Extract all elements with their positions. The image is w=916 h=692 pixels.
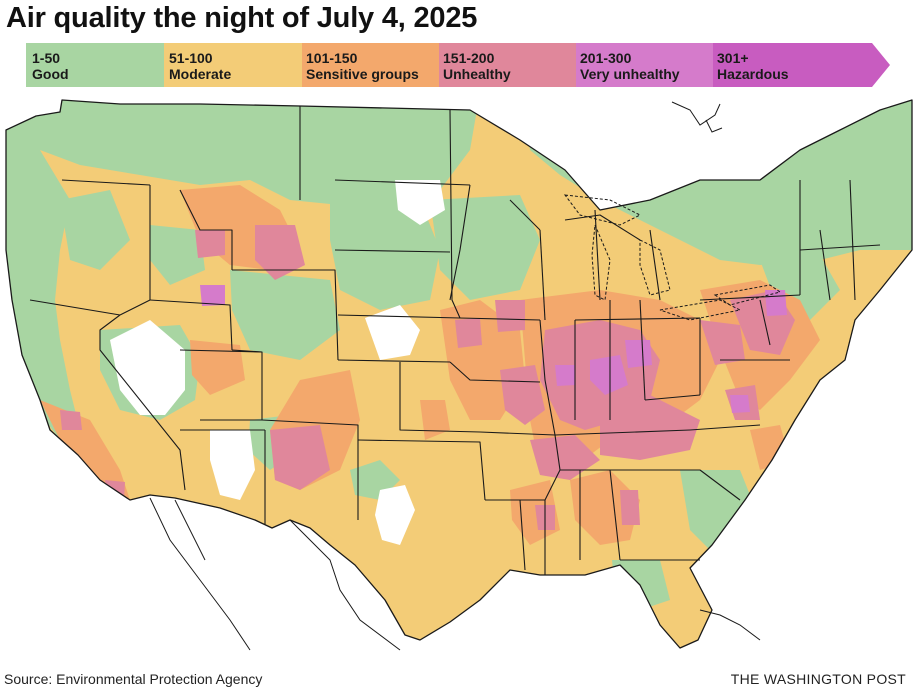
state-boundaries <box>5 99 913 649</box>
neighbor-coastlines <box>149 101 761 651</box>
legend-swatch-sensitive <box>302 43 439 87</box>
legend-swatch-unhealthy <box>439 43 576 87</box>
legend-item-sensitive: 101-150 Sensitive groups <box>306 50 419 82</box>
no-data-zones <box>110 180 445 545</box>
legend-swatch-moderate <box>164 43 302 87</box>
aqi-map <box>5 99 913 651</box>
map-title: Air quality the night of July 4, 2025 <box>6 2 478 34</box>
aqi-surface <box>6 100 912 648</box>
legend-swatch-good <box>26 43 164 87</box>
legend-item-hazardous: 301+ Hazardous <box>717 50 789 82</box>
publisher-credit: THE WASHINGTON POST <box>730 671 906 687</box>
great-lakes <box>563 194 782 321</box>
aqi-legend: 1-50 Good 51-100 Moderate 101-150 Sensitive… <box>26 43 890 87</box>
legend-swatch-very-unhealthy <box>576 43 713 87</box>
legend-bar <box>26 43 890 87</box>
source-note: Source: Environmental Protection Agency <box>4 671 263 687</box>
legend-item-very-unhealthy: 201-300 Very unhealthy <box>580 50 680 82</box>
legend-swatch-hazardous <box>713 43 890 87</box>
legend-item-good: 1-50 Good <box>32 50 69 82</box>
legend-item-moderate: 51-100 Moderate <box>169 50 232 82</box>
legend-item-unhealthy: 151-200 Unhealthy <box>443 50 511 82</box>
